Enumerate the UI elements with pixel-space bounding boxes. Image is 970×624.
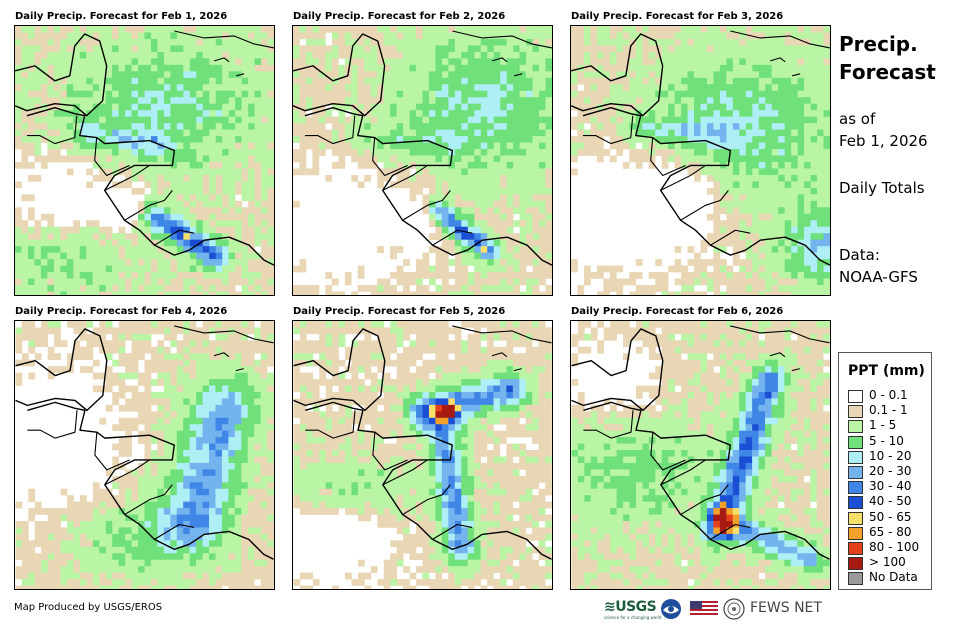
country-borders: [15, 30, 274, 266]
us-flag-icon: [690, 601, 718, 617]
legend-swatch: [848, 496, 863, 510]
precip-grid: [15, 26, 274, 295]
legend-swatch: [848, 542, 863, 555]
legend-swatch: [848, 435, 863, 449]
logo-strip: ≋USGS science for a changing world FEWS …: [604, 597, 834, 621]
legend-swatch: [848, 450, 863, 464]
legend-swatch: [848, 572, 863, 586]
country-borders: [293, 325, 552, 560]
precip-grid: [293, 26, 552, 295]
panel-title-4: Daily Precip. Forecast for Feb 4, 2026: [15, 306, 228, 317]
legend-swatch: [848, 511, 863, 525]
panel-title-1: Daily Precip. Forecast for Feb 1, 2026: [15, 11, 228, 22]
precip-grid: [571, 26, 830, 295]
legend-swatch: [848, 390, 863, 403]
fewsnet-logo: FEWS NET: [750, 600, 822, 616]
map-panel-5: [292, 320, 553, 590]
legend-title: PPT (mm): [848, 363, 925, 379]
usaid-seal-icon: [723, 598, 745, 620]
sidebar-title-line1: Precip.: [839, 32, 918, 56]
map-panel-6: [570, 320, 831, 590]
legend-label: 65 - 80: [869, 524, 912, 539]
legend-label: 10 - 20: [869, 448, 912, 463]
usgs-logo: ≋USGS: [604, 599, 657, 615]
country-borders: [15, 325, 274, 560]
panel-title-5: Daily Precip. Forecast for Feb 5, 2026: [293, 306, 506, 317]
legend-label: 50 - 65: [869, 509, 912, 524]
panel-title-6: Daily Precip. Forecast for Feb 6, 2026: [571, 306, 784, 317]
country-borders: [293, 30, 552, 266]
legend-label: 1 - 5: [869, 418, 897, 433]
legend-label: 20 - 30: [869, 464, 912, 478]
legend-label: No Data: [869, 570, 918, 585]
precip-grid: [293, 321, 552, 589]
sidebar-asof-line2: Feb 1, 2026: [839, 132, 928, 150]
panel-title-2: Daily Precip. Forecast for Feb 2, 2026: [293, 11, 506, 22]
usgs-tagline: science for a changing world: [604, 615, 662, 620]
map-panel-4: [14, 320, 275, 590]
legend-swatch: [848, 405, 863, 419]
sidebar-title: Precip. Forecast: [839, 30, 959, 86]
sidebar-asof-line1: as of: [839, 110, 876, 128]
legend-swatch: [848, 420, 863, 434]
sidebar-data-line1: Data:: [839, 246, 880, 264]
legend-label: 0 - 0.1: [869, 388, 908, 402]
legend-swatch: [848, 557, 863, 571]
legend-swatch: [848, 481, 863, 495]
map-credit: Map Produced by USGS/EROS: [14, 602, 163, 613]
sidebar-data-line2: NOAA-GFS: [839, 268, 918, 286]
noaa-logo-icon: [661, 599, 681, 619]
legend-label: 30 - 40: [869, 479, 912, 494]
map-panel-1: [14, 25, 275, 296]
legend-swatch: [848, 526, 863, 540]
precip-grid: [15, 321, 274, 589]
legend-label: > 100: [869, 555, 906, 570]
panel-title-3: Daily Precip. Forecast for Feb 3, 2026: [571, 11, 784, 22]
precip-grid: [571, 321, 830, 589]
map-panel-3: [570, 25, 831, 296]
sidebar-daily-totals: Daily Totals: [839, 179, 925, 197]
country-borders: [571, 30, 830, 266]
legend-label: 40 - 50: [869, 494, 912, 509]
legend-label: 5 - 10: [869, 433, 904, 448]
sidebar-asof: as of Feb 1, 2026: [839, 108, 959, 152]
legend-swatch: [848, 466, 863, 479]
agency-seals: [661, 598, 745, 620]
legend-label: 0.1 - 1: [869, 403, 908, 418]
map-panel-2: [292, 25, 553, 296]
legend-label: 80 - 100: [869, 540, 920, 554]
country-borders: [571, 325, 830, 560]
sidebar-data-source: Data: NOAA-GFS: [839, 244, 959, 288]
sidebar-title-line2: Forecast: [839, 60, 936, 84]
